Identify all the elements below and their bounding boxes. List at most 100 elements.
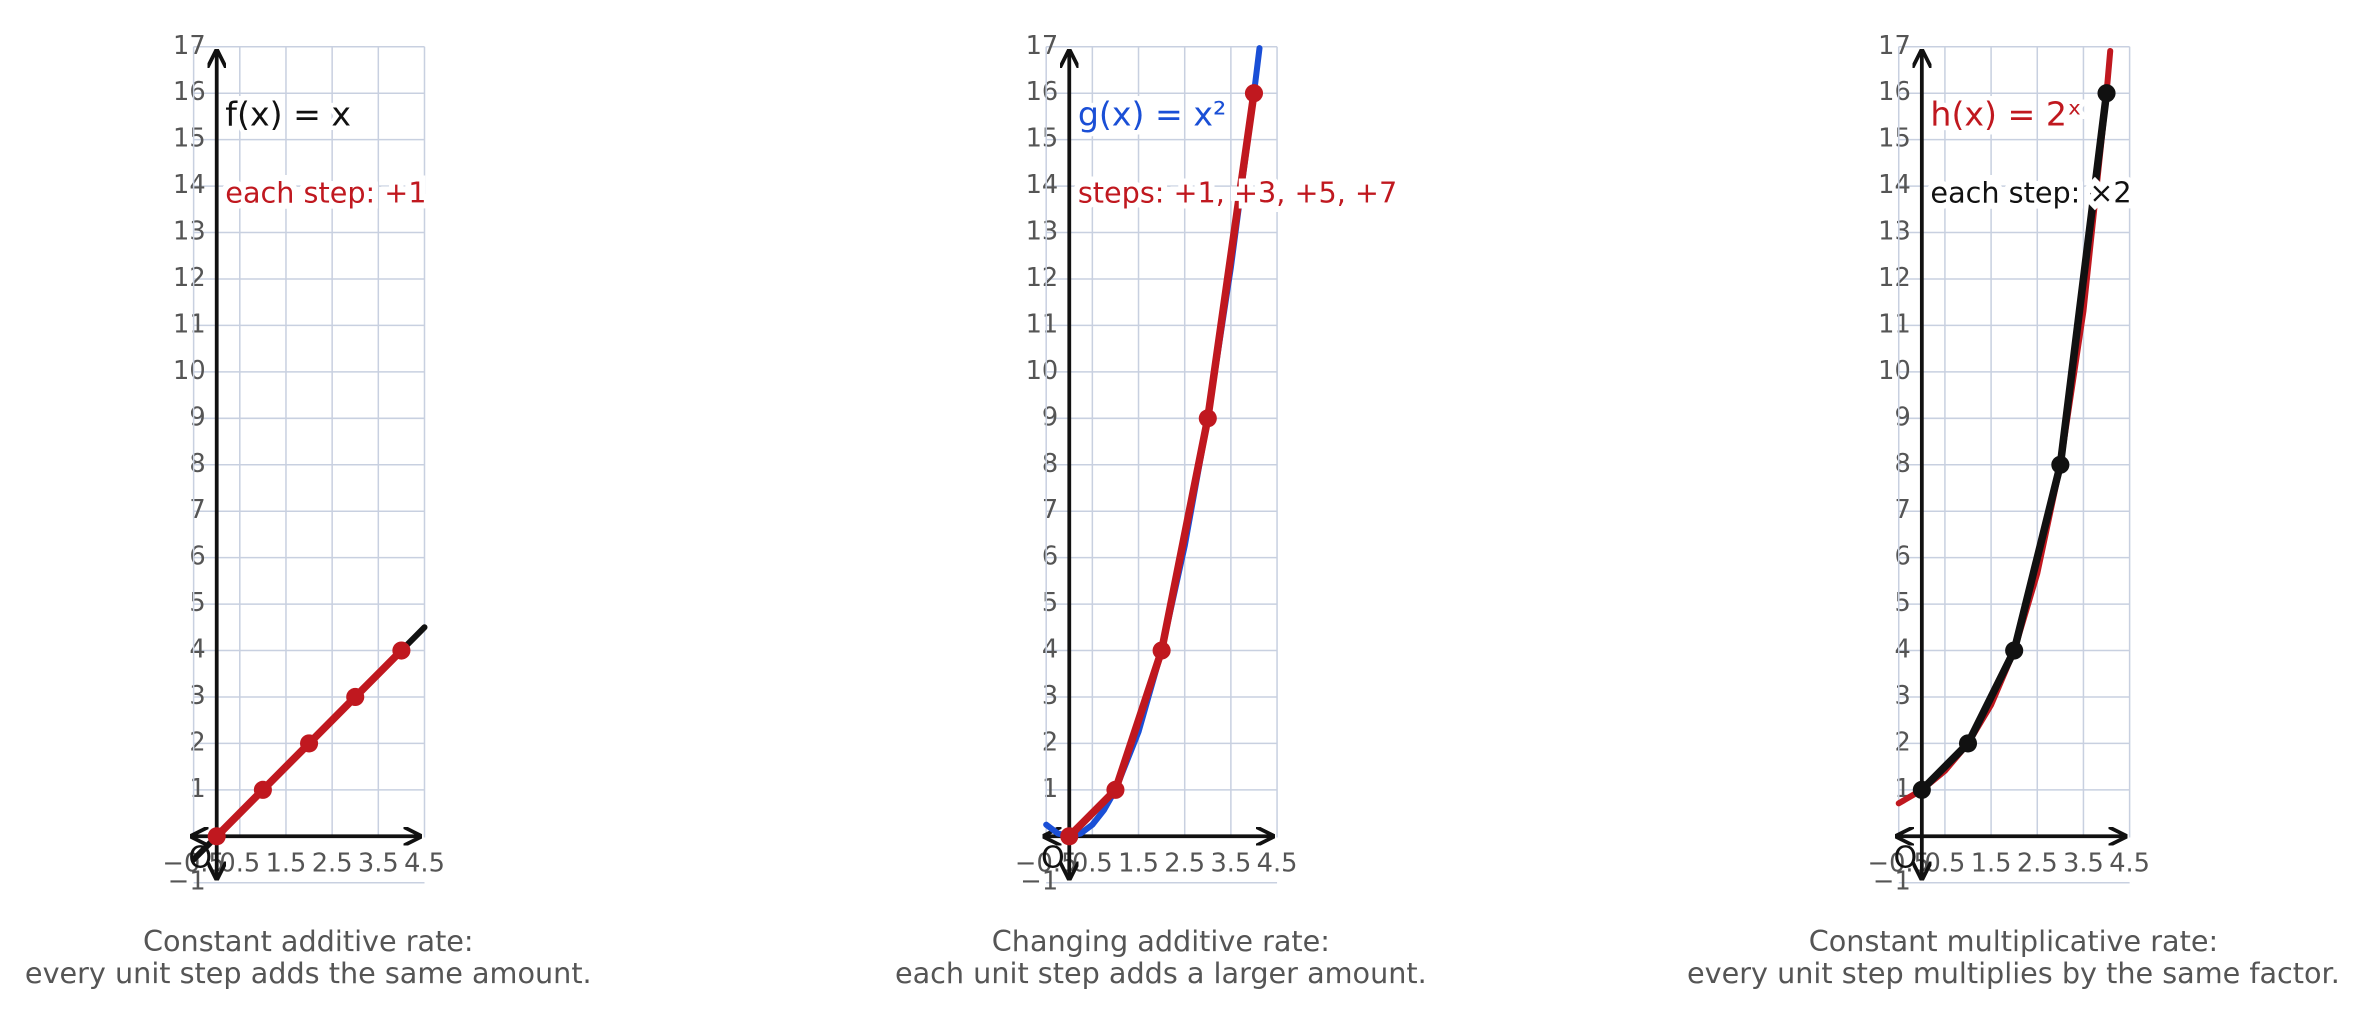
y-tick-label: 4 [189,635,205,665]
y-tick-label: 7 [1894,495,1910,525]
y-tick-label: 14 [1878,170,1911,200]
data-point [1106,780,1125,799]
y-tick-label: 16 [1026,77,1059,107]
y-tick-label: 4 [1042,635,1058,665]
origin-label: O [1041,840,1065,875]
y-tick-label: 17 [173,31,206,61]
x-tick-label: 2.5 [1164,849,1205,879]
y-tick-label: 14 [1026,170,1059,200]
data-point [1198,409,1217,428]
x-tick-label: 0.5 [1925,849,1966,879]
data-point [300,734,319,753]
y-tick-label: 13 [173,217,206,247]
x-tick-label: 1.5 [1118,849,1159,879]
x-tick-label: 3.5 [2063,849,2104,879]
y-tick-label: 9 [1894,402,1910,432]
annotation: steps: +1, +3, +5, +7 [1078,176,1397,210]
series-line [1895,47,2114,807]
data-point [207,827,226,846]
y-tick-label: 11 [1878,309,1911,339]
y-tick-label: 5 [189,588,205,618]
y-tick-label: −1 [168,867,206,897]
y-tick-label: 15 [1026,124,1059,154]
y-tick-label: 11 [1026,309,1059,339]
y-tick-label: 8 [1042,449,1058,479]
x-tick-label: 4.5 [1257,849,1298,879]
y-tick-label: 2 [1042,727,1058,757]
y-tick-label: 13 [1878,217,1911,247]
y-tick-label: 9 [1042,402,1058,432]
y-tick-label: 11 [173,309,206,339]
data-point [2097,84,2116,103]
y-tick-label: −1 [1020,867,1058,897]
x-tick-label: 0.5 [1072,849,1113,879]
caption: every unit step multiplies by the same f… [1687,956,2340,990]
annotation: each step: ×2 [1930,176,2131,210]
y-tick-label: 16 [173,77,206,107]
x-tick-label: 2.5 [2017,849,2058,879]
y-tick-label: 12 [1878,263,1911,293]
origin-label: O [1894,840,1918,875]
y-tick-label: 3 [1894,681,1910,711]
x-tick-label: 3.5 [358,849,399,879]
y-tick-label: 6 [189,542,205,572]
y-tick-label: 4 [1894,635,1910,665]
y-tick-label: −1 [1873,867,1911,897]
x-tick-label: 1.5 [1971,849,2012,879]
function-label: h(x) = 2ˣ [1930,95,2081,134]
caption: Changing additive rate: [992,924,1330,958]
data-point [1060,827,1079,846]
x-tick-label: 4.5 [2109,849,2150,879]
data-point [1152,641,1171,660]
y-tick-label: 1 [189,774,205,804]
function-label: g(x) = x² [1078,95,1226,134]
annotation: each step: +1 [225,176,426,210]
y-tick-label: 8 [1894,449,1910,479]
data-point [1958,734,1978,753]
y-tick-label: 3 [1042,681,1058,711]
data-point [1244,84,1264,103]
x-tick-label: 2.5 [312,849,353,879]
y-tick-label: 15 [173,124,206,154]
y-tick-label: 7 [1042,495,1058,525]
data-point [253,780,272,799]
y-tick-label: 6 [1042,542,1058,572]
y-tick-label: 10 [173,356,206,386]
y-tick-label: 17 [1878,31,1911,61]
y-tick-label: 3 [189,681,205,711]
data-point [346,687,365,707]
data-point [1912,780,1931,799]
y-tick-label: 13 [1026,217,1059,247]
y-tick-label: 8 [189,449,205,479]
caption: Constant multiplicative rate: [1809,924,2218,958]
y-tick-label: 2 [189,727,205,757]
caption: Constant additive rate: [143,924,474,958]
y-tick-label: 15 [1878,124,1911,154]
y-tick-label: 6 [1894,542,1910,572]
y-tick-label: 9 [189,402,205,432]
y-tick-label: 12 [1026,263,1059,293]
y-tick-label: 10 [1026,356,1059,386]
data-point [392,641,411,660]
x-tick-label: 0.5 [219,849,260,879]
y-tick-label: 17 [1026,31,1059,61]
y-tick-label: 2 [1894,727,1910,757]
x-tick-label: 1.5 [266,849,307,879]
data-point [2005,641,2024,660]
y-tick-label: 10 [1878,356,1911,386]
y-tick-label: 5 [1894,588,1910,618]
series-line [1043,45,1263,840]
x-tick-label: 4.5 [404,849,445,879]
y-tick-label: 5 [1042,588,1058,618]
y-tick-label: 16 [1878,77,1911,107]
y-tick-label: 1 [1042,774,1058,804]
y-tick-label: 12 [173,263,206,293]
data-point [2051,455,2070,474]
x-tick-label: 3.5 [1210,849,1251,879]
y-tick-label: 14 [173,170,206,200]
caption: every unit step adds the same amount. [25,956,592,990]
